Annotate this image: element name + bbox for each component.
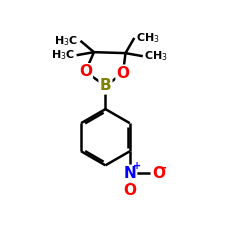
Text: −: − xyxy=(157,162,168,174)
Text: O: O xyxy=(79,64,92,79)
Text: H$_3$C: H$_3$C xyxy=(54,34,78,48)
Text: B: B xyxy=(100,78,111,94)
Text: N: N xyxy=(124,166,136,181)
Text: CH$_3$: CH$_3$ xyxy=(136,31,159,45)
Text: H$_3$C: H$_3$C xyxy=(50,48,75,62)
Text: CH$_3$: CH$_3$ xyxy=(144,49,168,63)
Text: O: O xyxy=(116,66,130,81)
Text: +: + xyxy=(133,162,141,172)
Text: O: O xyxy=(152,166,165,181)
Text: O: O xyxy=(123,184,136,198)
